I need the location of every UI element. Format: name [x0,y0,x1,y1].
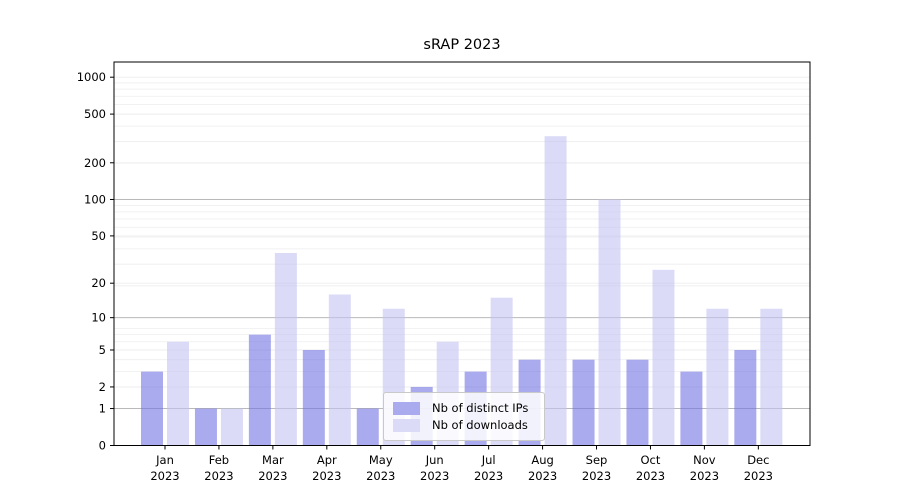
x-tick-label-year: 2023 [204,469,233,483]
y-tick-label: 10 [91,311,106,325]
bar-nb-of-downloads-sep [598,199,621,446]
bar-nb-of-downloads-mar [274,253,297,446]
legend-swatch-nb-of-downloads [393,418,420,432]
bar-nb-of-distinct-ips-apr [302,349,325,446]
x-tick-label-year: 2023 [150,469,179,483]
bar-nb-of-distinct-ips-feb [194,408,217,446]
x-tick-label-month: Jan [155,453,174,467]
y-tick-label: 2 [99,380,106,394]
bar-nb-of-downloads-feb [220,408,243,446]
bar-nb-of-distinct-ips-oct [626,359,649,446]
x-tick-label-year: 2023 [366,469,395,483]
legend: Nb of distinct IPs Nb of downloads [383,392,545,441]
y-tick-label: 200 [84,156,106,170]
y-tick-label: 0 [99,439,106,453]
gridlines [114,76,810,410]
x-tick-label-month: Oct [641,453,661,467]
bar-nb-of-downloads-oct [652,269,675,446]
legend-item-nb-of-distinct-ips: Nb of distinct IPs [393,400,535,416]
y-tick-label: 20 [91,276,106,290]
chart-title: sRAP 2023 [423,37,501,53]
bar-nb-of-downloads-dec [760,308,783,446]
y-tick-label: 1000 [77,70,106,84]
bar-nb-of-distinct-ips-sep [572,359,595,446]
x-tick-label-year: 2023 [312,469,341,483]
bar-nb-of-distinct-ips-mar [248,334,271,446]
x-tick-label-year: 2023 [420,469,449,483]
legend-label: Nb of downloads [432,418,528,432]
legend-label: Nb of distinct IPs [432,401,529,415]
y-tick-label: 1 [99,402,106,416]
y-tick-label: 100 [84,192,106,206]
x-tick-label-month: Apr [317,453,337,467]
x-tick-label-month: Feb [209,453,229,467]
y-axis: 0 1 2 5 10 20 50 100 200 500 1000 [77,70,114,453]
y-tick-label: 50 [91,229,106,243]
y-tick-label: 5 [99,343,106,357]
x-tick-label-month: Mar [262,453,284,467]
bar-nb-of-downloads-apr [328,294,351,446]
x-tick-label-year: 2023 [474,469,503,483]
x-tick-label-month: Nov [693,453,716,467]
bar-nb-of-distinct-ips-jan [141,371,163,446]
x-tick-label-month: Aug [531,453,553,467]
legend-item-nb-of-downloads: Nb of downloads [393,417,535,433]
x-tick-label-year: 2023 [582,469,611,483]
x-tick-label-year: 2023 [690,469,719,483]
x-tick-label-year: 2023 [636,469,665,483]
x-tick-label-year: 2023 [528,469,557,483]
plot-border [113,61,811,446]
bar-nb-of-downloads-nov [706,308,729,446]
x-tick-label-month: May [369,453,393,467]
x-tick-label-year: 2023 [258,469,287,483]
x-tick-label-month: Dec [747,453,769,467]
bar-nb-of-downloads-aug [544,136,567,446]
y-tick-label: 500 [84,107,106,121]
bar-nb-of-distinct-ips-nov [680,371,703,446]
bar-nb-of-distinct-ips-may [356,408,379,446]
legend-swatch-nb-of-distinct-ips [393,401,420,415]
x-axis: Jan 2023 Feb 2023 Mar 2023 Apr 2023 May 2023 Jun 20… [150,445,773,483]
x-tick-label-year: 2023 [744,469,773,483]
x-tick-label-month: Sep [586,453,608,467]
x-tick-label-month: Jun [425,453,444,467]
bar-nb-of-downloads-jan [167,341,189,446]
x-tick-label-month: Jul [481,453,496,467]
bar-nb-of-distinct-ips-dec [734,349,757,446]
